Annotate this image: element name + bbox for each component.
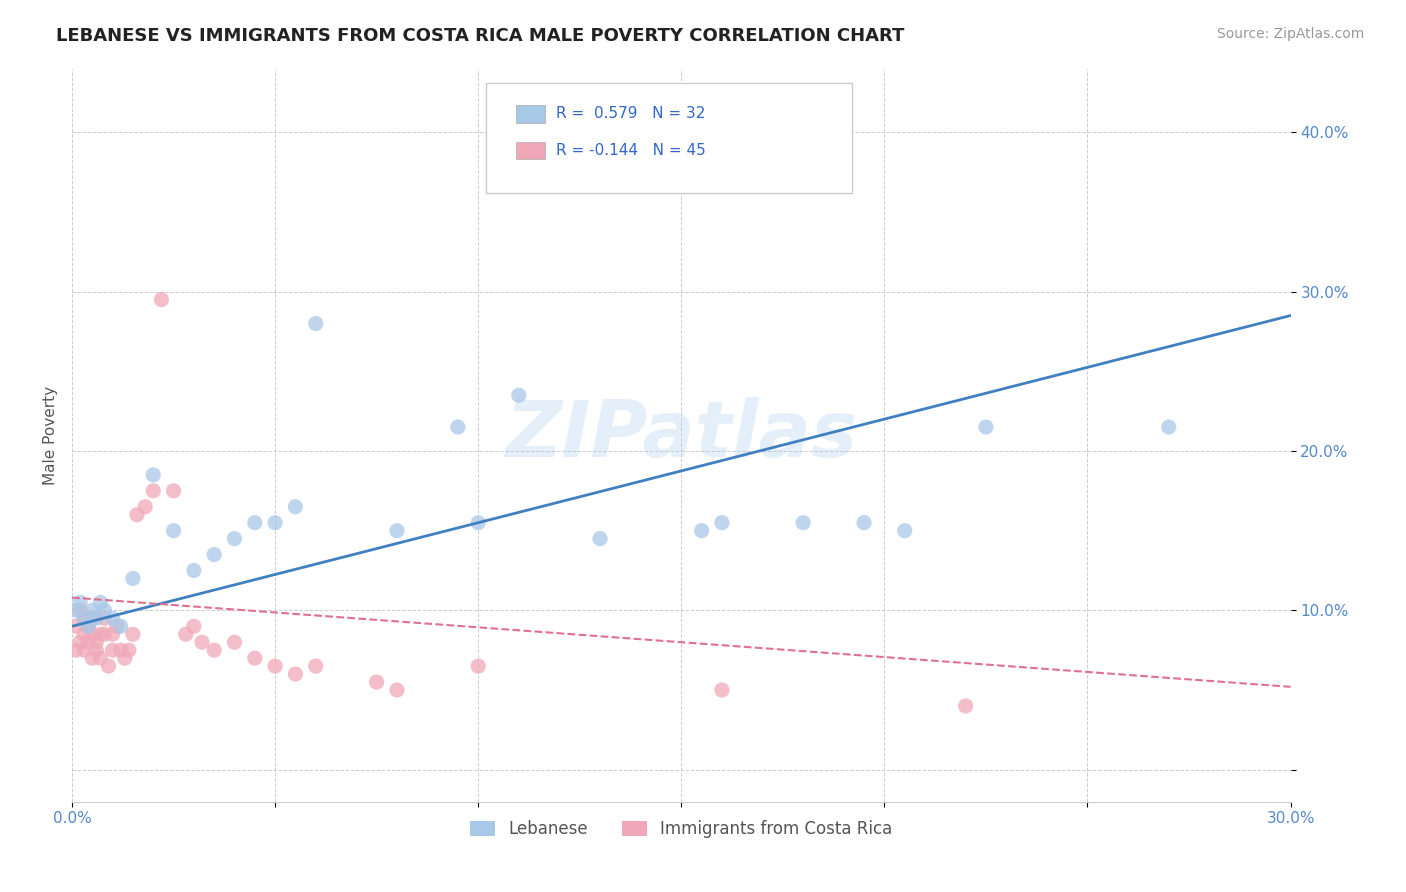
Point	[101, 627, 124, 641]
Point	[82, 627, 104, 641]
Point	[305, 659, 328, 673]
Point	[853, 516, 876, 530]
Point	[122, 627, 145, 641]
Point	[243, 516, 266, 530]
Point	[86, 611, 108, 625]
Point	[710, 683, 733, 698]
Point	[142, 467, 165, 482]
Point	[93, 611, 115, 625]
Point	[792, 516, 814, 530]
Point	[82, 651, 104, 665]
Point	[142, 483, 165, 498]
Point	[202, 548, 225, 562]
Point	[125, 508, 148, 522]
Point	[893, 524, 915, 538]
Point	[73, 611, 96, 625]
Point	[69, 635, 91, 649]
Point	[162, 524, 184, 538]
Point	[97, 659, 120, 673]
Text: ZIPatlas: ZIPatlas	[505, 397, 858, 473]
Text: R = -0.144   N = 45: R = -0.144 N = 45	[555, 143, 706, 158]
Point	[134, 500, 156, 514]
Point	[89, 627, 111, 641]
Point	[65, 643, 87, 657]
Text: LEBANESE VS IMMIGRANTS FROM COSTA RICA MALE POVERTY CORRELATION CHART: LEBANESE VS IMMIGRANTS FROM COSTA RICA M…	[56, 27, 904, 45]
Point	[284, 667, 307, 681]
FancyBboxPatch shape	[516, 142, 544, 160]
Point	[183, 619, 205, 633]
Point	[508, 388, 530, 402]
Point	[101, 643, 124, 657]
Point	[467, 516, 489, 530]
Y-axis label: Male Poverty: Male Poverty	[44, 385, 58, 484]
Point	[183, 564, 205, 578]
Point	[589, 532, 612, 546]
Point	[690, 524, 713, 538]
FancyBboxPatch shape	[516, 105, 544, 123]
Legend: Lebanese, Immigrants from Costa Rica: Lebanese, Immigrants from Costa Rica	[464, 814, 898, 845]
Point	[82, 603, 104, 617]
Point	[110, 643, 132, 657]
Point	[174, 627, 197, 641]
FancyBboxPatch shape	[486, 83, 852, 194]
Point	[65, 603, 87, 617]
Point	[385, 524, 408, 538]
Point	[467, 659, 489, 673]
Point	[305, 317, 328, 331]
Point	[224, 532, 246, 546]
Point	[162, 483, 184, 498]
Point	[69, 595, 91, 609]
Point	[73, 611, 96, 625]
Point	[243, 651, 266, 665]
Point	[150, 293, 173, 307]
Point	[73, 643, 96, 657]
Point	[89, 651, 111, 665]
Point	[93, 627, 115, 641]
Point	[69, 603, 91, 617]
Point	[77, 619, 100, 633]
Text: Source: ZipAtlas.com: Source: ZipAtlas.com	[1216, 27, 1364, 41]
Point	[93, 603, 115, 617]
Point	[77, 619, 100, 633]
Point	[86, 635, 108, 649]
Point	[447, 420, 470, 434]
Point	[385, 683, 408, 698]
Point	[191, 635, 214, 649]
Point	[974, 420, 997, 434]
Point	[86, 643, 108, 657]
Point	[1157, 420, 1180, 434]
Point	[264, 659, 287, 673]
Point	[77, 635, 100, 649]
Point	[122, 572, 145, 586]
Point	[202, 643, 225, 657]
Point	[73, 627, 96, 641]
Point	[114, 651, 136, 665]
Point	[955, 698, 977, 713]
Point	[82, 611, 104, 625]
Point	[101, 611, 124, 625]
Point	[224, 635, 246, 649]
Point	[264, 516, 287, 530]
Point	[710, 516, 733, 530]
Point	[118, 643, 141, 657]
Point	[105, 619, 128, 633]
Point	[110, 619, 132, 633]
Point	[65, 619, 87, 633]
Point	[89, 595, 111, 609]
Point	[284, 500, 307, 514]
Text: R =  0.579   N = 32: R = 0.579 N = 32	[555, 106, 706, 121]
Point	[366, 675, 388, 690]
